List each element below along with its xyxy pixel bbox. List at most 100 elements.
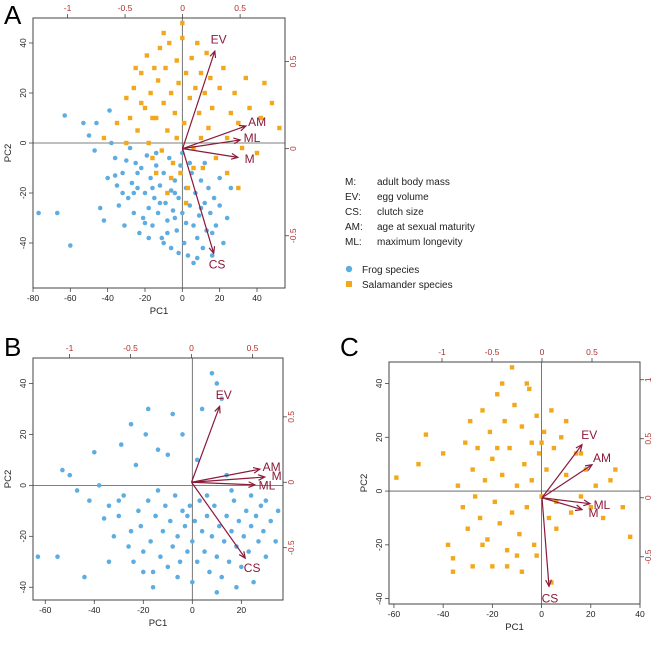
salamander-point	[176, 80, 181, 86]
salamander-point	[563, 418, 569, 424]
frog-point	[126, 544, 131, 549]
salamander-point	[155, 78, 161, 83]
salamander-point	[460, 505, 466, 510]
frog-point	[231, 498, 237, 503]
frog-point	[202, 549, 207, 554]
frog-point	[261, 528, 266, 534]
frog-point	[131, 210, 137, 216]
legend-abbrev-row: AM: age at sexual maturity	[345, 222, 475, 233]
frog-point	[101, 218, 107, 223]
salamander-point	[522, 461, 527, 467]
salamander-point	[450, 556, 456, 561]
salamander-point	[492, 499, 498, 505]
frog-point	[67, 472, 73, 478]
salamander-point	[475, 445, 480, 451]
frog-point	[163, 200, 168, 206]
salamander-point	[539, 494, 544, 499]
salamander-point	[161, 30, 166, 36]
frog-point	[191, 260, 196, 266]
loading-arrowhead-m	[230, 153, 240, 160]
salamander-point	[200, 165, 206, 171]
salamander-point	[174, 58, 179, 63]
frog-point	[165, 218, 170, 223]
frog-point	[145, 406, 151, 412]
frog-point	[120, 170, 125, 176]
x-tick-label: 20	[215, 293, 225, 303]
legend-text: maximum longevity	[377, 237, 463, 248]
frog-point	[144, 153, 150, 158]
salamander-point	[470, 467, 475, 472]
frog-point	[275, 508, 281, 514]
salamander-point	[187, 95, 192, 101]
salamander-point	[172, 110, 178, 116]
salamander-point	[517, 531, 522, 537]
salamander-point	[191, 145, 196, 151]
frog-point	[175, 534, 180, 539]
loading-arrowhead-ev	[575, 443, 583, 452]
salamander-point	[514, 483, 520, 488]
legend-text: age at sexual maturity	[377, 222, 475, 233]
top-tick-label: 0.5	[247, 343, 259, 353]
frog-point	[146, 235, 152, 241]
frog-point	[170, 208, 176, 213]
salamander-point	[236, 120, 241, 126]
frog-point	[183, 220, 189, 226]
frog-point	[185, 549, 190, 554]
salamander-point	[583, 467, 589, 472]
x-tick-label: -40	[88, 605, 101, 615]
frog-point	[158, 554, 163, 559]
loading-arrowhead-cs	[545, 579, 552, 588]
x-tick-label: 0	[180, 293, 185, 303]
salamander-point	[196, 110, 202, 116]
frog-point	[86, 133, 92, 138]
frog-point	[251, 579, 256, 585]
frog-point	[199, 406, 205, 412]
frog-point	[263, 554, 269, 559]
frog-point	[211, 195, 217, 201]
frog-point	[165, 564, 171, 570]
frog-point	[202, 160, 208, 166]
frog-point	[148, 175, 153, 181]
salamander-point	[482, 478, 488, 483]
salamander-point	[204, 50, 209, 56]
frog-point	[146, 205, 152, 211]
salamander-point	[578, 494, 584, 499]
salamander-point	[509, 510, 515, 515]
frog-point	[153, 150, 159, 156]
salamander-point	[206, 125, 211, 131]
frog-point	[82, 574, 87, 580]
x-tick-label: -80	[27, 293, 40, 303]
salamander-point	[224, 170, 230, 176]
frog-point	[131, 559, 136, 565]
loading-arrowhead-ml	[233, 137, 242, 145]
frog-point	[131, 190, 137, 196]
frog-point	[148, 539, 153, 544]
y-axis-title: PC2	[359, 474, 370, 492]
frog-point	[200, 245, 206, 251]
legend-text: clutch size	[377, 207, 424, 218]
frog-point	[263, 498, 269, 503]
salamander-point	[178, 170, 183, 176]
y-tick-label: -20	[18, 530, 28, 543]
salamander-point	[519, 569, 525, 574]
loading-label-am: AM	[248, 115, 266, 129]
panel-a: -80 -60 -40 -20 0 20 40 -40 -20 0 20 40 -1 -0.5 0 0.5 -0…	[3, 3, 298, 317]
salamander-point	[627, 534, 633, 539]
frog-point	[155, 447, 161, 453]
top-tick-label: -1	[64, 3, 72, 13]
frog-point	[159, 235, 165, 241]
frog-point	[128, 528, 134, 534]
salamander-point	[208, 75, 213, 81]
loading-arrowhead-am	[584, 463, 594, 471]
salamander-point	[152, 65, 157, 71]
loading-vector-ml	[191, 481, 255, 486]
loading-arrowhead-ev	[214, 405, 221, 414]
salamander-point	[127, 115, 133, 121]
salamander-point	[534, 553, 539, 558]
loading-label-ev: EV	[581, 428, 597, 442]
frog-point	[60, 467, 65, 473]
y-tick-label: 0	[18, 483, 28, 488]
salamander-point	[480, 408, 485, 413]
frog-point	[253, 513, 259, 519]
loading-label-m: M	[245, 152, 255, 166]
